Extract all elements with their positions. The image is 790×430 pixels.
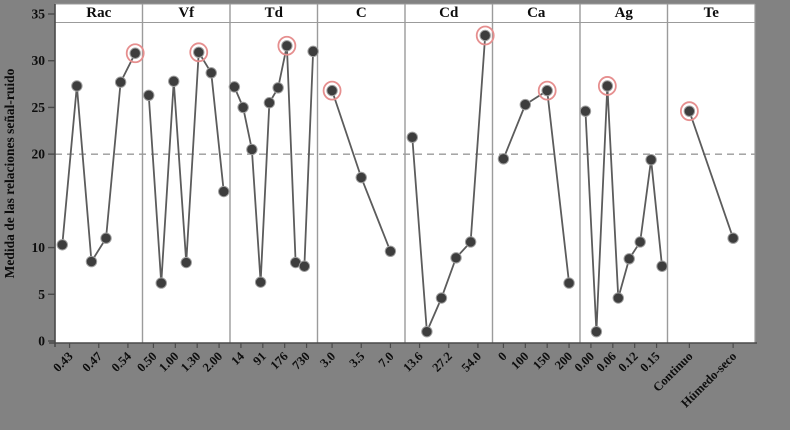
data-point [563,277,575,289]
data-point [100,232,112,244]
data-point [85,255,98,268]
data-point [519,98,532,111]
optimal-point-highlight [597,76,617,96]
panel-title-cd: Cd [439,5,459,21]
data-point [298,260,311,272]
data-point [623,253,635,265]
data-point [645,154,657,166]
data-point [307,45,319,58]
y-tick-label: 10 [32,240,46,255]
data-point [435,292,448,304]
data-point [193,46,205,59]
data-point [355,171,367,184]
data-point [218,185,230,198]
data-point [272,82,284,94]
data-point [129,47,141,59]
data-point [612,292,624,304]
data-point [590,325,603,338]
data-point [168,75,180,87]
panel-title-ca: Ca [527,5,546,21]
data-point [205,67,217,79]
data-point [326,84,338,97]
y-tick-label: 30 [32,53,46,68]
data-point [727,232,739,244]
panel-title-vf: Vf [178,5,195,21]
data-point [656,260,668,272]
data-point [56,239,68,251]
data-point [246,143,258,156]
data-point [263,97,276,109]
data-point [143,89,155,101]
data-point [541,84,553,97]
data-point [71,80,83,92]
y-tick-label: 0 [38,334,45,349]
y-tick-label: 5 [38,287,45,302]
series-line-cd [411,35,487,333]
data-point [464,236,477,248]
panel-title-td: Td [265,5,284,21]
y-tick-label: 20 [32,147,46,162]
data-point [155,277,167,289]
y-tick-label: 25 [32,100,46,115]
data-point [254,276,267,288]
optimal-point-highlight [679,101,699,122]
data-point [114,76,127,88]
y-axis-title: Medida de las relaciones señal-ruido [2,68,17,278]
optimal-point-highlight [125,43,145,64]
data-point [421,325,433,338]
panel-title-c: C [356,5,367,21]
data-point [281,40,293,52]
data-point [601,80,614,92]
data-point [237,101,249,114]
data-point [180,256,192,269]
y-tick-label: 35 [32,7,46,22]
data-point [384,245,397,258]
data-point [497,153,510,165]
data-point [634,236,646,248]
data-point [479,29,491,42]
optimal-point-highlight [475,25,495,46]
optimal-point-highlight [322,80,342,101]
optimal-point-highlight [537,80,557,101]
panel-title-te: Te [704,5,720,21]
panel-title-ag: Ag [615,5,634,21]
data-point [579,105,592,117]
data-point [228,81,241,93]
series-line-te [688,110,734,239]
series-line-ca [502,89,570,284]
series-line-ag [584,85,663,332]
data-point [450,252,462,264]
optimal-point-highlight [277,35,297,56]
data-point [406,131,418,144]
optimal-point-highlight [189,42,209,63]
data-point [683,105,696,117]
panel-title-rac: Rac [86,5,111,21]
